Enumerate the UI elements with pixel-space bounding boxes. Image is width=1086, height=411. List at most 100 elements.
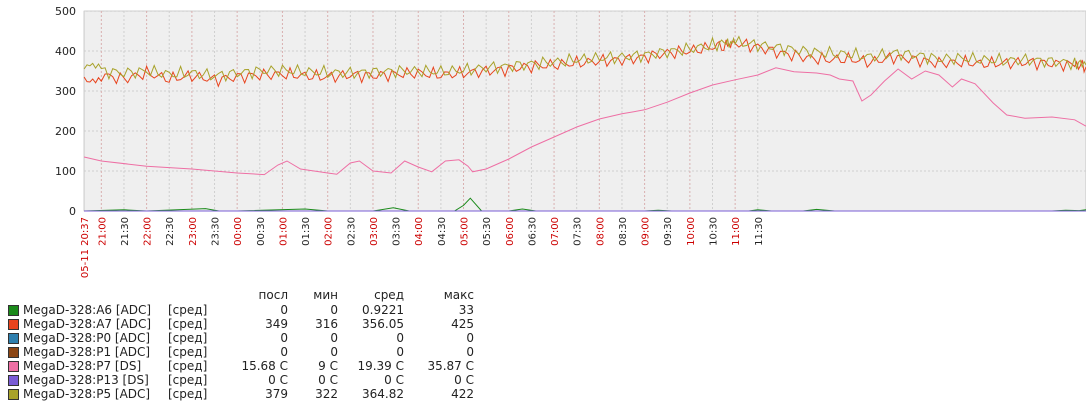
legend-min: 322 [315,387,338,401]
x-tick-label: 01:00 [278,217,289,246]
legend-max: 425 [451,317,474,331]
legend-avg: 19.39 C [357,359,404,373]
x-axis-ticks: 05-11 20:37 21:00 21:30 22:00 22:30 23:00 23:3… [80,217,765,278]
legend-last: 0 [280,303,288,317]
legend-row: MegaD-328:P5 [ADC] [сред] 379 322 364.82 422 [8,387,474,401]
legend-row: MegaD-328:A7 [ADC] [сред] 349 316 356.05 425 [8,317,474,331]
x-tick-label: 06:00 [505,217,516,246]
legend-color-swatch [8,333,19,344]
legend-avg: 0 [396,345,404,359]
x-tick-label: 07:00 [550,217,561,246]
legend-avg: 356.05 [362,317,404,331]
legend-name-text: MegaD-328:P0 [ADC] [23,331,151,345]
legend-color-swatch [8,375,19,386]
x-tick-label: 22:00 [143,217,154,246]
legend-row: MegaD-328:P7 [DS] [сред] 15.68 C 9 C 19.39 C… [8,359,474,373]
series-lines [83,35,1086,212]
legend-series-name: MegaD-328:P0 [ADC] [8,331,168,345]
legend-max: 0 [466,331,474,345]
legend-header: посл мин сред макс [8,288,474,303]
legend-func: [сред] [168,317,208,331]
y-tick-label: 0 [69,205,76,218]
series-line-megad-328-p5 [83,35,1086,83]
x-tick-label: 23:30 [211,217,222,246]
legend-min: 0 [330,303,338,317]
legend-func: [сред] [168,387,208,401]
x-tick-label: 00:00 [233,217,244,246]
y-tick-label: 100 [55,165,76,178]
legend-last: 349 [265,317,288,331]
legend-header-name [8,288,168,303]
legend-name-text: MegaD-328:A7 [ADC] [23,317,152,331]
legend-series-name: MegaD-328:A6 [ADC] [8,303,168,317]
legend-max: 422 [451,387,474,401]
legend-max: 35.87 C [427,359,474,373]
legend-func: [сред] [168,373,208,387]
grid [84,10,1086,212]
legend-color-swatch [8,305,19,316]
x-tick-label: 22:30 [165,217,176,246]
legend-min: 316 [315,317,338,331]
legend-color-swatch [8,319,19,330]
x-tick-label: 10:00 [686,217,697,246]
legend-header-min: мин [313,288,338,302]
legend-min: 0 C [318,373,338,387]
legend-min: 0 [330,345,338,359]
legend-row: MegaD-328:P13 [DS] [сред] 0 C 0 C 0 C 0 C [8,373,474,387]
legend-avg: 0 C [384,373,404,387]
legend-name-text: MegaD-328:P1 [ADC] [23,345,151,359]
x-tick-label: 23:00 [188,217,199,246]
y-tick-label: 300 [55,85,76,98]
legend-body: MegaD-328:A6 [ADC] [сред] 0 0 0.9221 33 MegaD-… [8,303,474,401]
legend-name-text: MegaD-328:P5 [ADC] [23,387,151,401]
legend-func: [сред] [168,345,208,359]
legend-color-swatch [8,347,19,358]
legend-min: 0 [330,331,338,345]
x-tick-label: 04:00 [414,217,425,246]
legend-func: [сред] [168,331,208,345]
y-axis-ticks: 0 100 200 300 400 500 [55,5,76,218]
legend-series-name: MegaD-328:P5 [ADC] [8,387,168,401]
legend-row: MegaD-328:P1 [ADC] [сред] 0 0 0 0 [8,345,474,359]
y-tick-label: 500 [55,5,76,18]
x-tick-label: 07:30 [573,217,584,246]
x-tick-label: 09:00 [641,217,652,246]
legend-last: 15.68 C [241,359,288,373]
x-tick-label: 09:30 [663,217,674,246]
legend-color-swatch [8,389,19,400]
legend-func: [сред] [168,359,208,373]
x-tick-label: 00:30 [256,217,267,246]
legend-avg: 0 [396,331,404,345]
legend-series-name: MegaD-328:P13 [DS] [8,373,168,387]
x-tick-label: 08:00 [595,217,606,246]
x-tick-label: 04:30 [437,217,448,246]
legend-name-text: MegaD-328:A6 [ADC] [23,303,152,317]
legend-last: 0 [280,345,288,359]
plot-area [83,10,1086,212]
x-tick-label: 21:30 [120,217,131,246]
x-tick-label: 10:30 [709,217,720,246]
legend: посл мин сред макс MegaD-328:A6 [ADC] [ср… [8,288,474,401]
x-tick-label: 03:30 [392,217,403,246]
x-tick-label: 05-11 20:37 [80,217,91,278]
x-tick-label: 05:30 [482,217,493,246]
legend-table: посл мин сред макс MegaD-328:A6 [ADC] [ср… [8,288,474,401]
legend-row: MegaD-328:P0 [ADC] [сред] 0 0 0 0 [8,331,474,345]
legend-last: 0 C [268,373,288,387]
legend-last: 0 [280,331,288,345]
legend-avg: 0.9221 [362,303,404,317]
legend-color-swatch [8,361,19,372]
x-tick-label: 21:00 [97,217,108,246]
legend-series-name: MegaD-328:P1 [ADC] [8,345,168,359]
legend-last: 379 [265,387,288,401]
legend-header-max: макс [443,288,474,302]
y-tick-label: 400 [55,45,76,58]
legend-name-text: MegaD-328:P7 [DS] [23,359,142,373]
x-tick-label: 11:30 [754,217,765,246]
legend-series-name: MegaD-328:A7 [ADC] [8,317,168,331]
series-line-megad-328-p7 [83,67,1086,176]
x-tick-label: 08:30 [618,217,629,246]
legend-avg: 364.82 [362,387,404,401]
x-tick-label: 11:00 [731,217,742,246]
x-tick-label: 06:30 [527,217,538,246]
